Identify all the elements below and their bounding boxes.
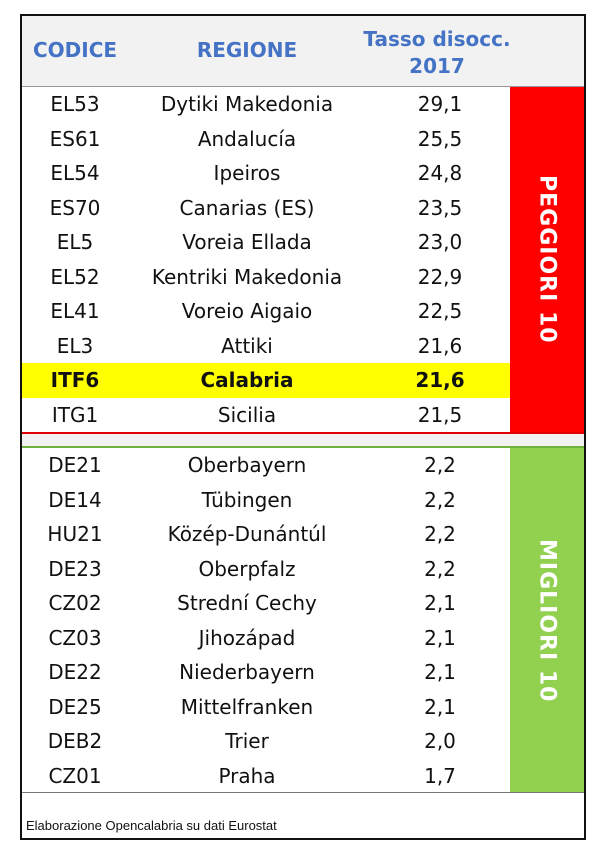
cell-rate: 22,9 <box>417 264 463 289</box>
table-row: EL52 Kentriki Makedonia 22,9 <box>22 260 510 295</box>
cell-region: Közép-Dunántúl <box>167 522 327 546</box>
table-row: DE25 Mittelfranken 2,1 <box>22 690 510 725</box>
cell-code: EL41 <box>50 299 100 323</box>
table-row: DE14 Tübingen 2,2 <box>22 483 510 518</box>
cell-region: Tübingen <box>201 487 293 512</box>
cell-region: Strední Cechy <box>177 591 317 615</box>
cell-code: DE14 <box>48 487 102 512</box>
cell-code: CZ02 <box>48 591 102 615</box>
table-row: EL3 Attiki 21,6 <box>22 329 510 364</box>
cell-code: ES70 <box>49 195 101 220</box>
cell-region: Voreio Aigaio <box>181 299 313 323</box>
table-row: DEB2 Trier 2,0 <box>22 724 510 759</box>
cell-code: CZ01 <box>48 763 102 788</box>
cell-code: HU21 <box>47 522 103 546</box>
table-row: EL41 Voreio Aigaio 22,5 <box>22 294 510 329</box>
table-row: CZ03 Jihozápad 2,1 <box>22 621 510 656</box>
cell-rate: 25,5 <box>417 126 463 151</box>
cell-region: Canarias (ES) <box>179 195 315 220</box>
cell-rate: 2,2 <box>424 487 456 512</box>
worst-section: PEGGIORI 10 EL53 Dytiki Makedonia 29,1 ES61… <box>22 87 584 432</box>
best-section: MIGLIORI 10 DE21 Oberbayern 2,2 DE14 Tübinge… <box>22 448 584 793</box>
table-row: ITF6 Calabria 21,6 <box>22 363 510 398</box>
cell-code: ES61 <box>49 126 101 151</box>
table-row: ES70 Canarias (ES) 23,5 <box>22 191 510 226</box>
table-row: EL5 Voreia Ellada 23,0 <box>22 225 510 260</box>
cell-region: Niederbayern <box>179 660 315 684</box>
cell-rate: 22,5 <box>417 299 463 323</box>
table-frame: CODICE REGIONE Tasso disocc. 2017 PEGGIO… <box>20 14 586 840</box>
header-rate: Tasso disocc. 2017 <box>352 26 522 80</box>
table-row: DE22 Niederbayern 2,1 <box>22 655 510 690</box>
cell-code: EL52 <box>50 264 100 289</box>
table-row: DE21 Oberbayern 2,2 <box>22 448 510 483</box>
table-row: CZ01 Praha 1,7 <box>22 759 510 794</box>
cell-code: EL3 <box>56 333 94 358</box>
table-header: CODICE REGIONE Tasso disocc. 2017 <box>22 16 584 87</box>
footer: Elaborazione Opencalabria su dati Eurost… <box>22 792 584 839</box>
cell-rate: 2,1 <box>424 591 456 615</box>
worst-divider <box>22 432 584 434</box>
cell-rate: 23,5 <box>417 195 463 220</box>
cell-region: Sicilia <box>217 402 277 427</box>
cell-region: Dytiki Makedonia <box>160 92 334 116</box>
cell-code: ITF6 <box>50 368 100 392</box>
section-gap <box>22 434 584 446</box>
cell-code: DE21 <box>48 453 102 477</box>
cell-region: Voreia Ellada <box>182 230 312 254</box>
cell-code: DE23 <box>48 556 102 581</box>
table-row: EL53 Dytiki Makedonia 29,1 <box>22 87 510 122</box>
cell-rate: 1,7 <box>424 763 456 788</box>
table-row: ES61 Andalucía 25,5 <box>22 122 510 157</box>
cell-region: Trier <box>225 729 269 753</box>
cell-rate: 2,2 <box>424 556 456 581</box>
table-row: DE23 Oberpfalz 2,2 <box>22 552 510 587</box>
cell-code: CZ03 <box>48 625 102 650</box>
cell-code: DE22 <box>48 660 102 684</box>
cell-rate: 2,1 <box>424 660 456 684</box>
cell-rate: 21,6 <box>417 333 463 358</box>
cell-rate: 21,6 <box>415 368 465 392</box>
cell-region: Ipeiros <box>213 161 281 185</box>
cell-code: EL53 <box>50 92 100 116</box>
cell-code: DE25 <box>48 694 102 719</box>
cell-region: Attiki <box>221 333 273 358</box>
cell-rate: 2,1 <box>424 694 456 719</box>
cell-rate: 29,1 <box>417 92 463 116</box>
header-region: REGIONE <box>196 38 298 62</box>
cell-region: Oberpfalz <box>198 556 296 581</box>
cell-region: Andalucía <box>197 126 297 151</box>
worst-side-label: PEGGIORI 10 <box>534 175 560 344</box>
cell-rate: 2,0 <box>424 729 456 753</box>
cell-code: DEB2 <box>47 729 103 753</box>
best-side-label: MIGLIORI 10 <box>534 538 560 703</box>
cell-rate: 2,2 <box>424 522 456 546</box>
header-rate-line2: 2017 <box>409 54 465 78</box>
cell-rate: 24,8 <box>417 161 463 185</box>
cell-rate: 21,5 <box>417 402 463 427</box>
cell-region: Oberbayern <box>187 453 307 477</box>
cell-region: Mittelfranken <box>180 694 314 719</box>
cell-region: Calabria <box>200 368 294 392</box>
cell-region: Praha <box>218 763 276 788</box>
best-divider <box>22 446 584 448</box>
cell-region: Kentriki Makedonia <box>151 264 343 289</box>
cell-rate: 2,1 <box>424 625 456 650</box>
table-row: HU21 Közép-Dunántúl 2,2 <box>22 517 510 552</box>
table-row: CZ02 Strední Cechy 2,1 <box>22 586 510 621</box>
best-side-band: MIGLIORI 10 <box>510 448 584 793</box>
header-code: CODICE <box>32 38 118 62</box>
table-row: ITG1 Sicilia 21,5 <box>22 398 510 433</box>
cell-rate: 2,2 <box>424 453 456 477</box>
worst-side-band: PEGGIORI 10 <box>510 87 584 432</box>
cell-rate: 23,0 <box>417 230 463 254</box>
footer-source: Elaborazione Opencalabria su dati Eurost… <box>26 818 277 833</box>
cell-code: EL54 <box>50 161 100 185</box>
cell-code: ITG1 <box>51 402 99 427</box>
cell-code: EL5 <box>56 230 94 254</box>
table-row: EL54 Ipeiros 24,8 <box>22 156 510 191</box>
header-rate-line1: Tasso disocc. <box>363 27 511 51</box>
cell-region: Jihozápad <box>198 625 296 650</box>
